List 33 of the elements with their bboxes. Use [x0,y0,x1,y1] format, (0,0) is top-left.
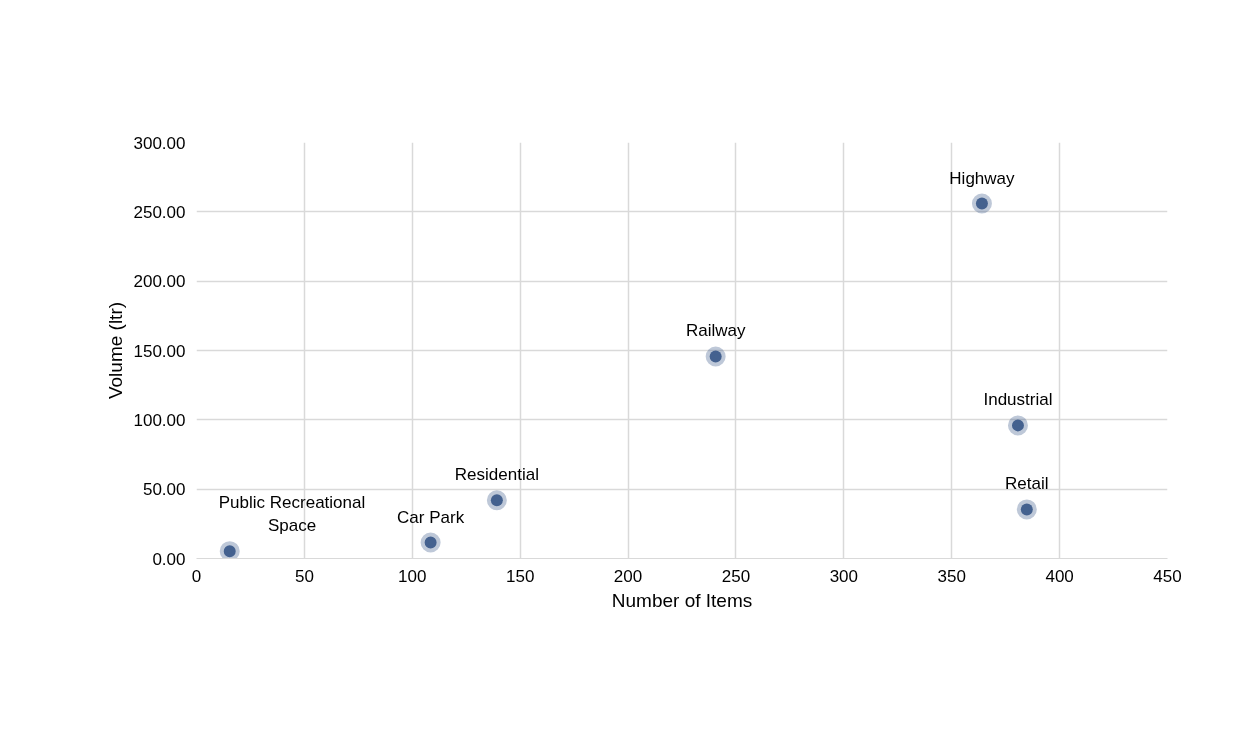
point [971,193,992,214]
x-tick-label: 350 [937,566,966,586]
x-tick-label: 0 [191,566,202,586]
x-tick-label: 100 [398,566,427,586]
point [1016,499,1037,520]
point [486,490,507,511]
annotation: Retail [1005,474,1049,494]
y-tick-label: 300.00 [133,133,186,153]
point [420,532,441,553]
x-tick-label: 450 [1153,566,1182,586]
y-tick-label: 250.00 [133,202,186,222]
point [1007,415,1028,436]
annotation: Car Park [397,507,465,527]
x-tick-label: 150 [505,566,535,586]
x-tick-label: 400 [1045,566,1074,586]
y-tick-label: 200.00 [133,272,186,292]
y-tick-label: 150.00 [133,341,186,361]
point [219,541,240,559]
y-tick-label: 100.00 [133,410,186,430]
annotation: Industrial [983,390,1053,410]
y-tick-label: 50.00 [142,480,186,500]
x-tick-label: 250 [721,566,751,586]
annotation: Highway [949,168,1016,188]
x-tick-label: 200 [613,566,643,586]
y-tick-label: 0.00 [152,549,186,569]
y-axis-title: Volume (ltr) [104,301,126,400]
annotation: Railway [685,321,746,341]
x-tick-label: 50 [294,566,314,586]
annotation: Residential [454,465,539,485]
annotation: Public Recreational Space [218,493,366,536]
x-tick-label: 300 [829,566,859,586]
x-axis-title: Number of Items [611,589,753,611]
point [705,346,726,367]
